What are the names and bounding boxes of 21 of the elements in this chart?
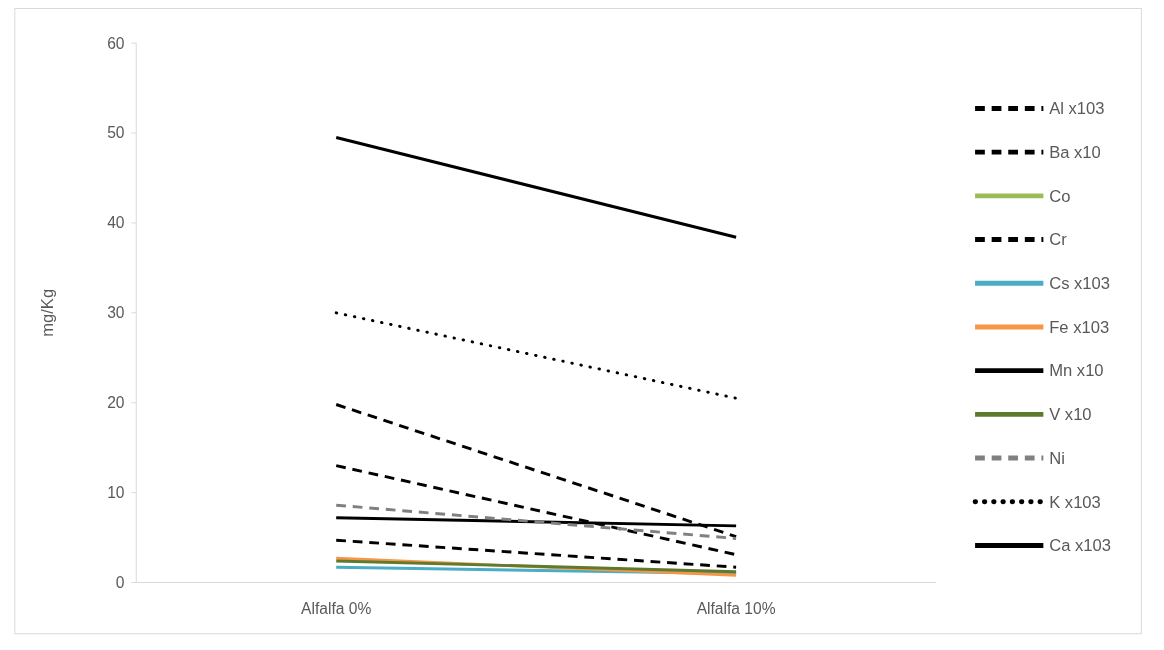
y-tick-label: 40 (107, 214, 125, 232)
y-tick-label: 30 (107, 304, 125, 322)
legend-label: Co (1049, 186, 1071, 206)
y-axis-title: mg/Kg (38, 288, 58, 337)
legend-label: Mn x10 (1049, 361, 1104, 381)
legend-label: Ca x103 (1049, 536, 1111, 556)
y-tick-label: 20 (107, 394, 125, 412)
y-tick-label: 50 (107, 124, 125, 142)
y-tick-label: 60 (107, 34, 125, 52)
x-tick-label: Alfalfa 0% (301, 599, 372, 617)
legend-label: Ni (1049, 448, 1065, 468)
legend-label: Fe x103 (1049, 317, 1110, 337)
legend-label: Al x103 (1049, 99, 1105, 119)
legend-label: Cs x103 (1049, 274, 1111, 294)
legend-label: K x103 (1049, 492, 1101, 512)
legend-label: V x10 (1049, 405, 1092, 425)
legend-label: Ba x10 (1049, 142, 1101, 162)
y-tick-label: 10 (107, 484, 125, 502)
x-tick-label: Alfalfa 10% (696, 599, 776, 617)
y-tick-label: 0 (115, 573, 125, 591)
legend-label: Cr (1049, 230, 1068, 250)
